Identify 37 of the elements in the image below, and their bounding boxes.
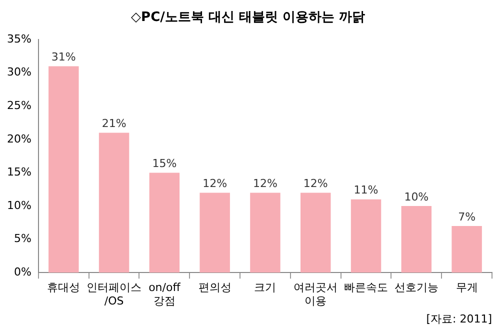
data-label: 10% bbox=[404, 190, 429, 204]
y-tick-label: 35% bbox=[6, 32, 32, 46]
data-label: 21% bbox=[102, 117, 126, 130]
y-tick-label: 5% bbox=[14, 232, 32, 246]
x-tick-label: 빠른속도 bbox=[344, 281, 388, 294]
bar bbox=[98, 132, 130, 273]
data-label: 15% bbox=[152, 157, 177, 170]
bar bbox=[48, 66, 79, 273]
x-tick-label: 휴대성 bbox=[47, 281, 80, 294]
text: [자료: 2011] bbox=[426, 312, 492, 326]
x-tick-label: 무게 bbox=[456, 281, 478, 294]
data-label: 11% bbox=[354, 184, 378, 197]
x-tick-label: 여러곳서 이용 bbox=[294, 281, 338, 308]
x-tick-label: on/off 강점 bbox=[148, 281, 181, 308]
bar bbox=[452, 226, 482, 273]
bar bbox=[401, 206, 432, 273]
bar bbox=[200, 192, 230, 273]
y-tick-label: 25% bbox=[6, 99, 32, 112]
data-label: 12% bbox=[303, 177, 328, 190]
bar bbox=[149, 172, 180, 273]
bar bbox=[300, 192, 331, 273]
y-tick-label: 10% bbox=[6, 198, 32, 212]
bar bbox=[250, 192, 280, 273]
data-label: 12% bbox=[253, 177, 278, 190]
y-tick-label: 0% bbox=[14, 265, 32, 278]
y-tick-label: 15% bbox=[6, 166, 32, 179]
data-label: 12% bbox=[202, 177, 228, 190]
y-tick-label: 20% bbox=[6, 132, 32, 146]
data-label: 31% bbox=[51, 50, 76, 64]
x-tick-label: 편의성 bbox=[198, 281, 232, 294]
x-tick-label: 크기 bbox=[254, 281, 276, 294]
bar bbox=[350, 199, 382, 273]
data-label: 7% bbox=[458, 210, 476, 224]
x-tick-label: 인터페이스 /OS bbox=[86, 281, 142, 308]
y-tick-label: 30% bbox=[6, 66, 32, 79]
chart-title: ◇PC/노트북 대신 태블릿 이용하는 까닭 bbox=[131, 10, 365, 26]
x-tick-label: 선호기능 bbox=[394, 281, 438, 294]
